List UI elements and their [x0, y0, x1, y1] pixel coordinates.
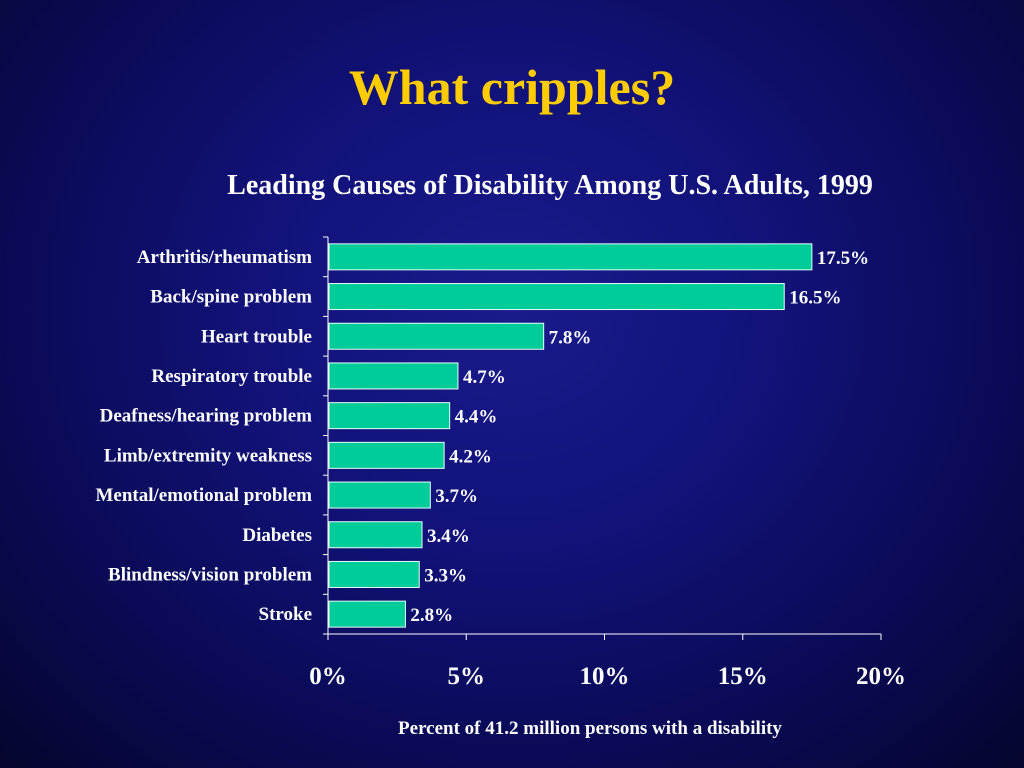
bar — [328, 441, 445, 469]
bar — [328, 243, 813, 271]
value-label: 16.5% — [789, 288, 841, 309]
slide-title: What cripples? — [348, 59, 676, 115]
bar — [328, 560, 420, 588]
x-tick-label: 15% — [718, 663, 768, 690]
value-label: 3.7% — [435, 486, 478, 507]
x-axis-label: Percent of 41.2 million persons with a d… — [398, 718, 782, 739]
x-tick-label: 20% — [856, 663, 906, 690]
value-label: 3.4% — [427, 526, 470, 547]
chart-title: Leading Causes of Disability Among U.S. … — [227, 170, 873, 201]
bar — [328, 481, 431, 509]
category-label: Respiratory trouble — [151, 366, 312, 387]
bar — [328, 322, 545, 350]
value-label: 17.5% — [817, 248, 869, 269]
axes — [323, 236, 882, 640]
category-label: Blindness/vision problem — [108, 564, 312, 585]
value-label: 3.3% — [424, 565, 467, 586]
labels: 0% 5% 10% 15% 20% Arthritis/rheumatism 17.5% Ba… — [95, 247, 906, 690]
bar — [328, 362, 459, 390]
bars — [328, 243, 813, 628]
x-tick-label: 10% — [580, 663, 630, 690]
value-label: 4.4% — [455, 407, 498, 428]
category-label: Arthritis/rheumatism — [137, 247, 312, 268]
category-label: Back/spine problem — [150, 287, 312, 308]
category-label: Limb/extremity weakness — [104, 445, 312, 466]
bar — [328, 600, 406, 628]
category-label: Deafness/hearing problem — [100, 406, 313, 427]
category-label: Diabetes — [242, 525, 312, 546]
x-tick-label: 5% — [448, 663, 486, 690]
bar — [328, 402, 451, 430]
bar — [328, 521, 423, 549]
category-label: Mental/emotional problem — [95, 485, 312, 506]
value-label: 7.8% — [549, 327, 592, 348]
value-label: 4.7% — [463, 367, 506, 388]
x-tick-label: 0% — [309, 663, 347, 690]
category-label: Heart trouble — [201, 326, 312, 347]
value-label: 2.8% — [410, 605, 453, 626]
category-label: Stroke — [259, 604, 312, 625]
bar — [328, 283, 785, 311]
value-label: 4.2% — [449, 446, 492, 467]
